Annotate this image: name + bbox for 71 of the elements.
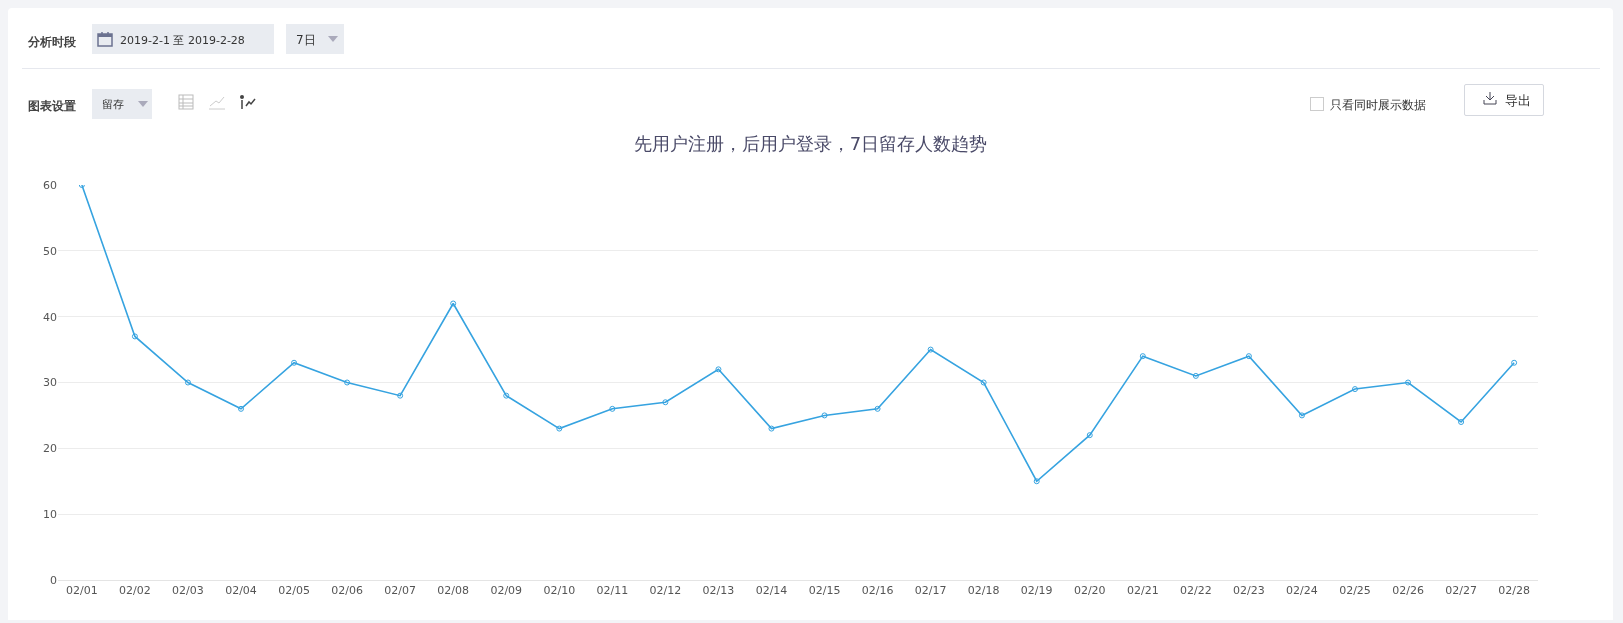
x-tick-label: 02/22 bbox=[1180, 584, 1212, 598]
point bbox=[450, 300, 457, 307]
x-tick-label: 02/17 bbox=[914, 584, 947, 598]
text: 分析时段 bbox=[28, 34, 76, 51]
x-tick-label: 02/08 bbox=[437, 584, 470, 598]
y-tick-label: 60 bbox=[43, 178, 57, 192]
text: 2019-2-1 至 2019-2-28 bbox=[120, 33, 245, 48]
x-tick-label: 02/04 bbox=[225, 584, 257, 598]
x-tick-label: 02/21 bbox=[1126, 584, 1159, 598]
point bbox=[1351, 386, 1358, 393]
chart-title: 先用户注册，后用户登录，7日留存人数趋势 bbox=[633, 132, 988, 154]
x-tick-label: 02/26 bbox=[1392, 584, 1424, 598]
x-tick-label: 02/06 bbox=[331, 584, 363, 598]
x-tick-label: 02/27 bbox=[1445, 584, 1477, 598]
point bbox=[1511, 359, 1518, 366]
y-tick-label: 30 bbox=[43, 376, 57, 390]
text: 图表设置 bbox=[28, 98, 76, 115]
point bbox=[131, 333, 138, 340]
point bbox=[1245, 353, 1252, 360]
point bbox=[397, 392, 404, 399]
text: 导出 bbox=[1505, 92, 1531, 110]
x-tick-label: 02/03 bbox=[172, 584, 204, 598]
text: 留存 bbox=[102, 97, 124, 112]
x-tick-label: 02/12 bbox=[649, 584, 682, 598]
x-tick-label: 02/23 bbox=[1233, 584, 1265, 598]
point bbox=[1405, 379, 1412, 386]
point bbox=[556, 425, 563, 432]
point bbox=[1192, 372, 1199, 379]
point bbox=[609, 405, 616, 412]
x-tick-label: 02/09 bbox=[490, 584, 523, 598]
point bbox=[874, 405, 881, 412]
point bbox=[821, 412, 828, 419]
x-tick-label: 02/13 bbox=[702, 584, 735, 598]
y-tick-label: 0 bbox=[50, 573, 57, 587]
x-tick-label: 02/24 bbox=[1286, 584, 1318, 598]
point bbox=[1458, 419, 1465, 425]
x-tick-label: 02/01 bbox=[66, 584, 98, 598]
x-tick-label: 02/11 bbox=[596, 584, 629, 598]
x-tick-label: 02/05 bbox=[278, 584, 310, 598]
point bbox=[768, 425, 775, 432]
x-tick-label: 02/14 bbox=[755, 584, 788, 598]
line-series bbox=[78, 185, 1518, 485]
x-tick-label: 02/18 bbox=[967, 584, 1000, 598]
y-tick-label: 50 bbox=[43, 244, 57, 258]
y-tick-label: 10 bbox=[43, 508, 57, 522]
y-tick-label: 40 bbox=[43, 310, 57, 324]
x-tick-label: 02/25 bbox=[1339, 584, 1371, 598]
text: 7日 bbox=[296, 32, 316, 49]
point bbox=[291, 359, 298, 366]
point bbox=[1033, 478, 1040, 485]
x-tick-label: 02/20 bbox=[1073, 584, 1106, 598]
point bbox=[662, 399, 669, 406]
point bbox=[503, 392, 510, 399]
x-tick-label: 02/28 bbox=[1498, 584, 1530, 598]
x-tick-label: 02/15 bbox=[808, 584, 841, 598]
x-tick-label: 02/19 bbox=[1020, 584, 1053, 598]
point bbox=[344, 379, 351, 386]
x-tick-label: 02/07 bbox=[384, 584, 416, 598]
point bbox=[1139, 353, 1146, 360]
point bbox=[238, 405, 245, 412]
point bbox=[715, 366, 722, 373]
point bbox=[1298, 412, 1305, 419]
y-tick-label: 20 bbox=[43, 442, 57, 456]
point bbox=[927, 346, 934, 353]
x-tick-label: 02/02 bbox=[119, 584, 151, 598]
x-tick-label: 02/16 bbox=[861, 584, 894, 598]
point bbox=[980, 379, 987, 386]
point bbox=[184, 379, 191, 386]
point bbox=[1086, 432, 1093, 439]
x-tick-label: 02/10 bbox=[543, 584, 576, 598]
text: 只看同时展示数据 bbox=[1330, 97, 1426, 114]
